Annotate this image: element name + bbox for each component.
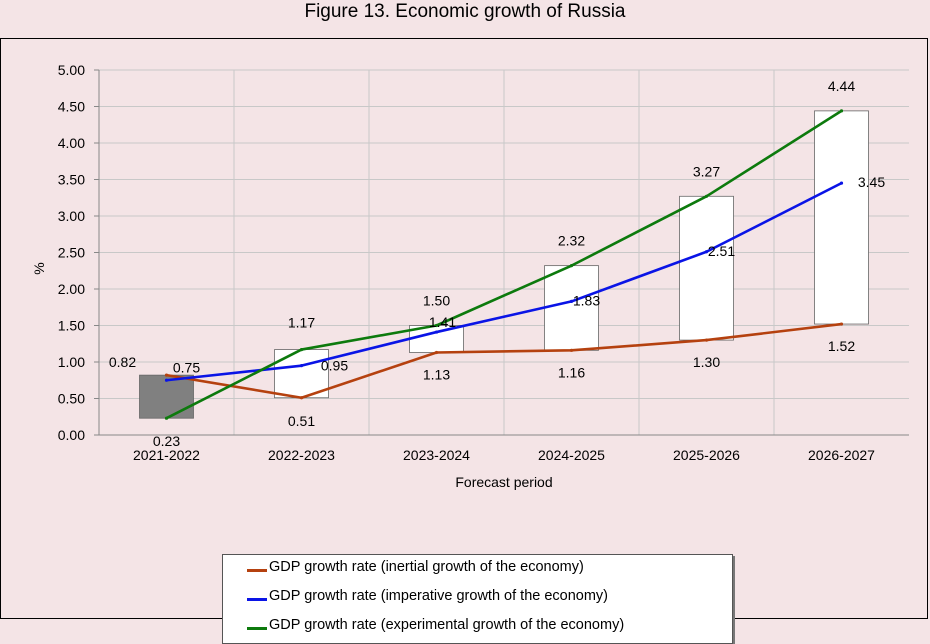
data-point [839,322,844,326]
y-axis-title: % [31,262,47,274]
legend-swatch-imperative [247,598,267,601]
data-label: 1.16 [558,364,585,380]
data-point [299,396,304,400]
y-tick-label: 0.50 [58,391,85,407]
data-point [839,109,844,113]
series-line-2 [165,109,843,420]
data-label: 1.83 [573,292,600,308]
data-point [434,330,439,334]
x-tick-label: 2025-2026 [673,447,740,463]
range-box [139,374,194,419]
x-tick-label: 2024-2025 [538,447,605,463]
chart: 0.00 0.50 1.00 1.50 2.00 2.50 3.00 3.50 4.00 4.50… [31,62,909,490]
data-point [299,347,304,352]
data-label: 1.52 [828,338,855,354]
legend-item-imperative: GDP growth rate (imperative growth of th… [247,588,609,608]
y-tick-label: 0.00 [58,427,85,443]
y-tick-label: 3.00 [58,208,85,224]
y-tick-label: 5.00 [58,62,85,78]
range-box [814,110,869,325]
legend-label-experimental: GDP growth rate (experimental growth of … [269,617,625,633]
y-tick-label: 4.50 [58,99,85,115]
y-tick-label: 1.00 [58,354,85,370]
legend-label-imperative: GDP growth rate (imperative growth of th… [269,588,609,604]
data-point [839,181,844,185]
y-tick-label: 2.50 [58,245,85,261]
x-tick-label: 2023-2024 [403,447,470,463]
data-point [299,364,304,368]
legend-swatch-experimental [247,627,267,630]
series-line-0 [166,322,842,400]
data-point [434,350,439,355]
data-label: 1.13 [423,367,450,383]
y-tick-label: 2.00 [58,281,85,297]
data-label: 1.17 [288,315,315,331]
data-label: 1.30 [693,354,720,370]
range-box [679,195,734,341]
data-point [569,299,574,304]
data-point [569,348,574,352]
x-tick-label: 2022-2023 [268,447,335,463]
data-point [704,250,709,254]
data-label: 0.75 [173,359,200,375]
data-label: 0.23 [153,433,180,449]
legend: GDP growth rate (inertial growth of the … [222,554,733,644]
range-box [544,265,599,351]
legend-swatch-inertial [247,569,267,572]
data-point [704,194,709,198]
x-axis-title: Forecast period [455,474,552,490]
data-label: 3.45 [858,174,885,190]
data-label: 4.44 [828,78,855,94]
data-point [164,373,169,377]
data-label: 3.27 [693,163,720,179]
data-point [704,338,709,342]
x-tick-label: 2026-2027 [808,447,875,463]
data-label: 2.32 [558,233,585,249]
data-label: 0.82 [109,354,136,370]
x-tick-label: 2021-2022 [133,447,200,463]
data-point [434,323,439,328]
data-label: 0.51 [288,413,315,429]
data-label: 2.51 [708,243,735,259]
legend-item-inertial: GDP growth rate (inertial growth of the … [247,559,584,579]
data-label: 1.41 [429,314,456,330]
data-point [164,378,169,382]
y-tick-label: 1.50 [58,318,85,334]
data-label: 1.50 [423,293,450,309]
series-line-1 [166,181,843,382]
y-tick-label: 3.50 [58,172,85,188]
legend-item-experimental: GDP growth rate (experimental growth of … [247,617,625,637]
y-tick-label: 4.00 [58,135,85,151]
legend-label-inertial: GDP growth rate (inertial growth of the … [269,559,584,575]
chart-frame: 0.00 0.50 1.00 1.50 2.00 2.50 3.00 3.50 4.00 4.50… [0,38,928,644]
data-label: 0.95 [321,358,348,374]
figure-title: Figure 13. Economic growth of Russia [304,1,626,22]
data-point [569,264,574,268]
data-point [164,416,169,420]
